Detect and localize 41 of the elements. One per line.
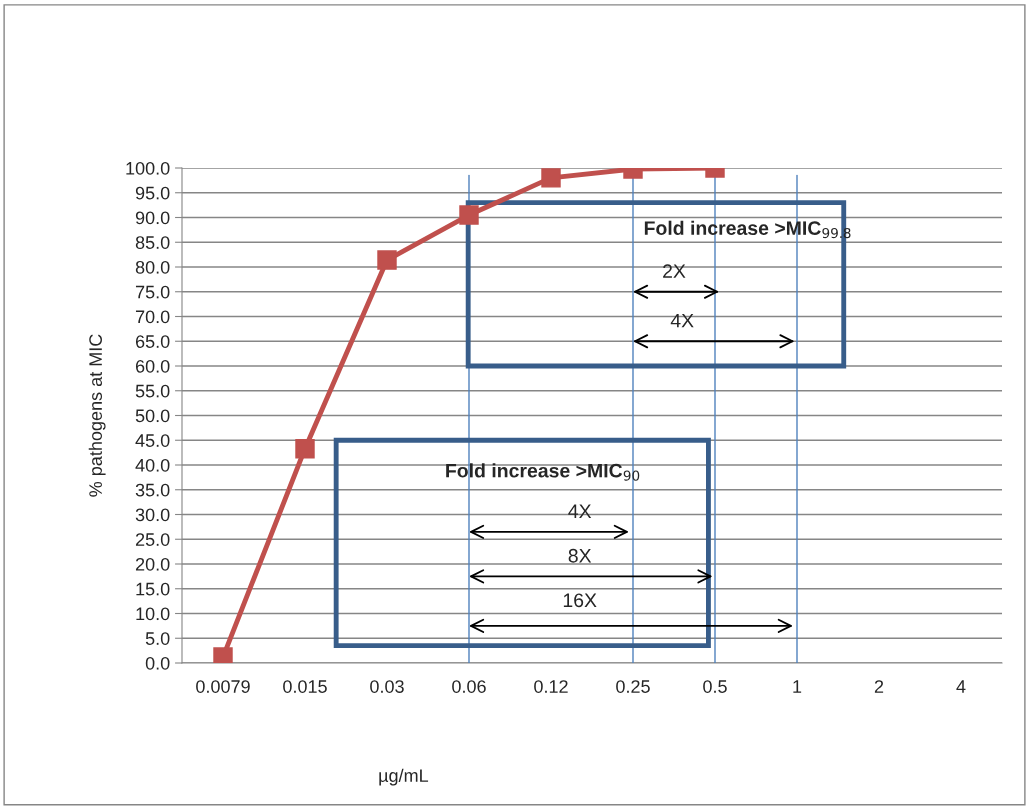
y-tick-label: 80.0 [135, 260, 170, 274]
y-tick-label: 45.0 [135, 434, 170, 447]
x-tick-label: 0.06 [452, 680, 486, 693]
y-tick-label: 55.0 [135, 384, 170, 398]
y-tick-label: 10.0 [136, 607, 170, 621]
y-tick-label: 100.0 [126, 161, 170, 175]
point [459, 205, 479, 225]
annotation: 4X [670, 313, 694, 328]
y-tick-label: 90.0 [135, 211, 170, 225]
y-tick-label: 65.0 [135, 335, 170, 348]
x-tick-label: 0.015 [283, 680, 327, 693]
y-axis-title: % pathogens at MIC [88, 334, 106, 497]
y-tick-label: 20.0 [135, 557, 170, 571]
x-tick-label: 0.12 [534, 680, 568, 693]
point [541, 168, 561, 188]
y-tick-label: 70.0 [135, 310, 170, 324]
x-tick-label: 1 [793, 680, 802, 693]
y-tick-label: 25.0 [135, 533, 170, 546]
y-tick-label: 0.0 [145, 656, 170, 670]
y-tick-label: 40.0 [135, 458, 170, 472]
x-axis-title: µg/mL [379, 768, 429, 786]
x-tick-label: 2 [874, 680, 884, 693]
y-tick-label: 35.0 [135, 483, 170, 497]
y-tick-label: 50.0 [135, 409, 170, 423]
y-tick-label: 60.0 [135, 359, 170, 373]
annotation: 8X [568, 548, 592, 563]
y-tick-label: 15.0 [136, 582, 170, 596]
point [377, 250, 397, 270]
x-tick-label: 0.0079 [196, 680, 250, 693]
y-tick-label: 85.0 [135, 236, 170, 249]
point [295, 438, 315, 459]
x-tick-label: 0.5 [703, 680, 727, 693]
annotation: 16X [563, 593, 597, 608]
y-tick-label: 30.0 [135, 508, 170, 522]
annotation: 2X [663, 264, 686, 278]
y-tick-label: 5.0 [145, 632, 170, 645]
x-tick-label: 4 [956, 680, 966, 693]
y-tick-label: 75.0 [135, 285, 170, 299]
x-tick-label: 0.03 [370, 680, 404, 693]
x-tick-label: 0.25 [616, 680, 650, 693]
y-tick-label: 95.0 [135, 186, 170, 200]
